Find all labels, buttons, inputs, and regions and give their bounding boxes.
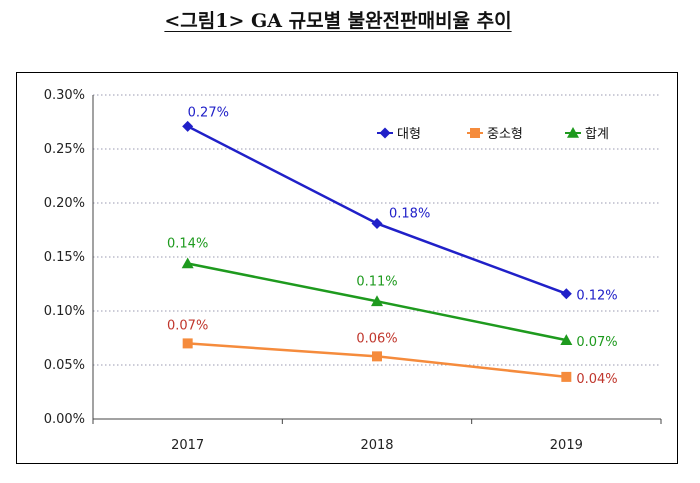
data-label: 0.12% — [576, 289, 617, 304]
data-point-marker — [561, 371, 572, 382]
data-point-marker — [371, 218, 383, 230]
y-tick-label: 0.05% — [44, 358, 85, 373]
legend-label: 중소형 — [487, 127, 523, 142]
data-label: 0.11% — [356, 274, 397, 289]
y-tick-label: 0.00% — [44, 412, 85, 427]
data-label: 0.27% — [188, 105, 229, 120]
y-tick-label: 0.30% — [44, 88, 85, 103]
legend-label: 합계 — [585, 127, 609, 142]
y-tick-label: 0.20% — [44, 196, 85, 211]
data-point-marker — [182, 338, 193, 349]
y-tick-label: 0.25% — [44, 142, 85, 157]
line-chart: 0.00% 0.05% 0.10% 0.15% 0.20% 0.25% 0.30% 2017 2… — [44, 88, 662, 453]
legend-marker-2 — [470, 128, 480, 138]
x-tick-label: 2018 — [360, 438, 393, 453]
data-point-marker — [560, 334, 573, 345]
legend-marker-1 — [379, 127, 391, 139]
y-tick-label: 0.15% — [44, 250, 85, 265]
figure-title: <그림1> GA 규모별 불완전판매비율 추이 — [164, 10, 512, 32]
x-tick-label: 2017 — [171, 438, 204, 453]
data-point-marker — [181, 257, 194, 269]
data-label: 0.07% — [167, 318, 208, 333]
legend-label: 대형 — [397, 127, 421, 142]
x-tick-label: 2019 — [550, 438, 583, 453]
data-point-marker — [372, 351, 382, 362]
chart-frame: 0.00% 0.05% 0.10% 0.15% 0.20% 0.25% 0.30% 2017 2… — [16, 72, 678, 464]
legend-marker-3 — [567, 127, 579, 138]
data-point-marker — [371, 295, 383, 307]
y-tick-label: 0.10% — [44, 304, 85, 319]
data-label: 0.07% — [576, 335, 617, 350]
data-point-marker — [560, 288, 572, 300]
data-label: 0.04% — [576, 372, 617, 387]
data-label: 0.18% — [389, 207, 430, 222]
data-label: 0.06% — [356, 331, 397, 346]
series-line-1 — [187, 125, 567, 295]
data-label: 0.14% — [167, 236, 208, 251]
data-point-marker — [182, 120, 194, 132]
